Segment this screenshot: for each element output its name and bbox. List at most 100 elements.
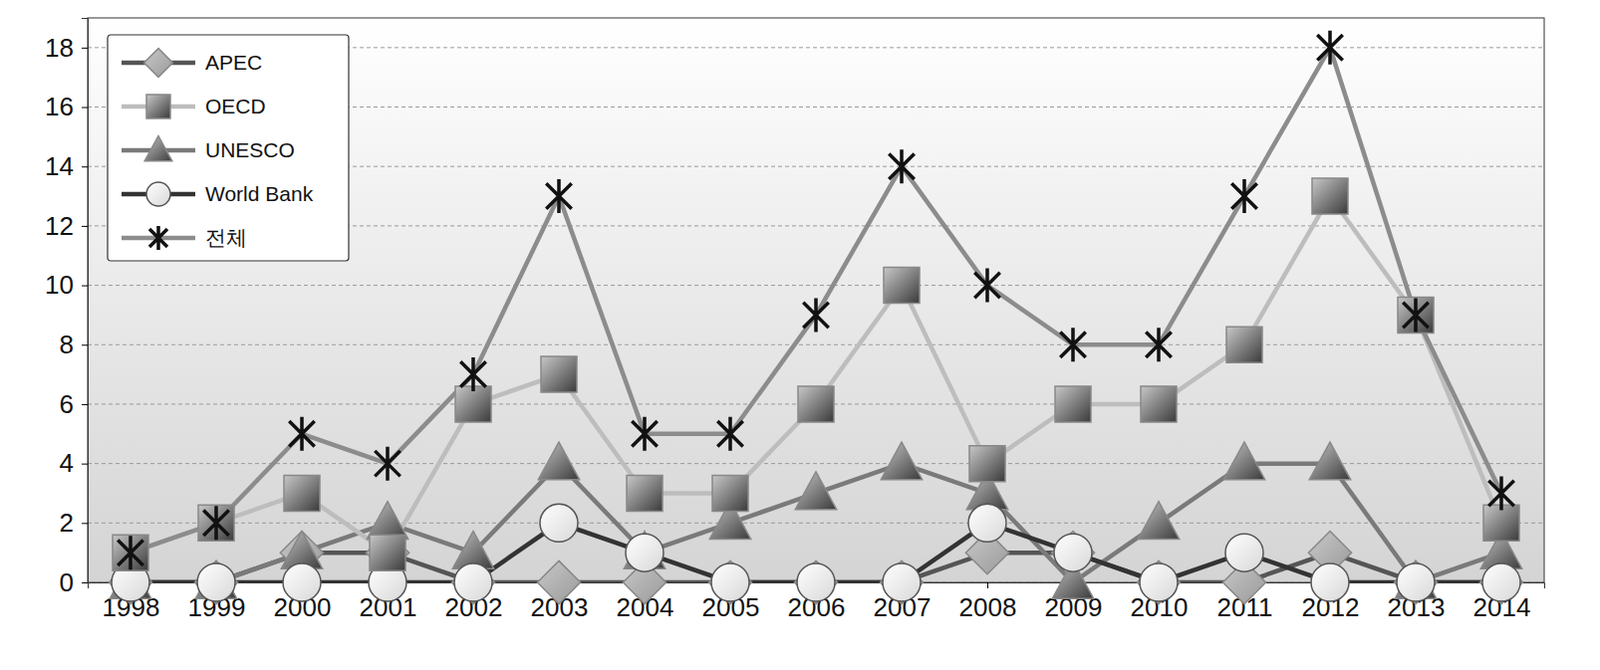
marker	[802, 297, 829, 332]
marker	[112, 534, 149, 571]
marker	[539, 504, 578, 542]
legend-entry: 전체	[121, 226, 248, 251]
chart: 0246810121416181998199920002001200220032…	[0, 0, 1600, 670]
marker	[968, 504, 1007, 542]
marker	[455, 386, 492, 423]
marker	[1483, 505, 1520, 541]
plot: 0246810121416181998199920002001200220032…	[44, 17, 1545, 623]
grid-line	[87, 344, 1545, 346]
marker	[1051, 532, 1094, 575]
tick-mark	[987, 582, 989, 589]
legend-entry: World Bank	[121, 182, 314, 207]
marker	[203, 506, 230, 540]
y-tick: 16	[44, 91, 88, 122]
marker	[194, 560, 238, 604]
marker	[1311, 563, 1349, 602]
marker	[366, 502, 408, 540]
marker	[969, 446, 1006, 483]
legend: APEC OECD UNESCO World Bank 전체	[107, 34, 349, 262]
tick-label: 16	[44, 91, 74, 122]
legend-label: UNESCO	[205, 138, 295, 162]
legend-marker	[149, 226, 168, 251]
marker	[283, 475, 320, 512]
y-axis: 0 2 4 6 8 10 12 14 16 18	[44, 18, 88, 598]
tick-label: 10	[44, 269, 74, 300]
marker	[1225, 533, 1264, 572]
marker	[1145, 327, 1172, 362]
marker	[708, 560, 752, 604]
marker	[625, 533, 664, 572]
tick-mark	[81, 166, 88, 168]
marker	[711, 563, 750, 602]
grid-line	[87, 284, 1545, 286]
tick-label: 2	[59, 508, 74, 538]
tick-mark	[81, 464, 88, 466]
x-tick: 2008	[959, 582, 1018, 623]
marker	[797, 563, 835, 602]
tick-label: 4	[59, 448, 74, 479]
legend-label: 전체	[205, 226, 248, 250]
legend-label: APEC	[205, 50, 263, 74]
marker	[1402, 297, 1429, 332]
marker	[1060, 327, 1086, 362]
marker	[1223, 442, 1265, 481]
tick-label: 12	[44, 211, 74, 242]
y-tick: 8	[59, 329, 88, 360]
tick-label: 8	[59, 329, 74, 360]
tick-mark	[81, 226, 88, 228]
marker	[883, 267, 920, 304]
legend-label: OECD	[205, 94, 267, 118]
legend-label: World Bank	[205, 182, 314, 206]
marker	[795, 472, 836, 511]
tick-mark	[81, 47, 88, 49]
tick-label: 14	[44, 151, 74, 182]
tick-label: 18	[44, 32, 74, 63]
marker	[974, 268, 1001, 303]
marker	[460, 357, 487, 392]
marker	[1393, 560, 1437, 604]
marker	[1140, 386, 1177, 423]
y-tick: 10	[44, 269, 88, 300]
marker	[365, 532, 409, 575]
tick-mark	[81, 285, 88, 287]
marker	[1309, 442, 1350, 481]
y-tick: 12	[44, 211, 88, 242]
tick-label: 2008	[959, 592, 1018, 623]
tick-label: 0	[59, 567, 74, 598]
marker	[888, 149, 915, 184]
marker	[197, 563, 236, 602]
marker	[1054, 533, 1092, 572]
marker	[454, 563, 493, 602]
y-tick: 14	[44, 151, 88, 182]
marker	[794, 560, 837, 604]
legend-entry: UNESCO	[121, 136, 295, 163]
marker	[1396, 563, 1435, 602]
marker	[1317, 30, 1343, 65]
marker	[882, 563, 921, 602]
tick-mark	[81, 107, 88, 109]
marker	[117, 535, 144, 570]
marker	[880, 442, 922, 481]
marker	[369, 534, 406, 571]
marker	[537, 442, 579, 481]
marker	[540, 356, 577, 393]
marker	[1488, 476, 1515, 511]
marker	[1231, 179, 1258, 214]
legend-marker	[146, 182, 171, 207]
marker	[631, 417, 658, 452]
marker	[1226, 326, 1263, 363]
marker	[879, 560, 923, 604]
tick-label: 6	[59, 389, 74, 420]
marker	[1136, 560, 1180, 604]
y-tick: 0	[59, 567, 88, 598]
y-tick: 2	[59, 508, 88, 538]
y-tick: 18	[44, 32, 88, 63]
marker	[1139, 563, 1178, 602]
legend-marker	[146, 94, 171, 119]
legend-marker	[144, 136, 173, 162]
marker	[374, 447, 401, 482]
marker	[288, 417, 315, 452]
tick-mark	[81, 582, 88, 584]
grid-line	[87, 523, 1545, 525]
y-tick: 6	[59, 389, 88, 420]
